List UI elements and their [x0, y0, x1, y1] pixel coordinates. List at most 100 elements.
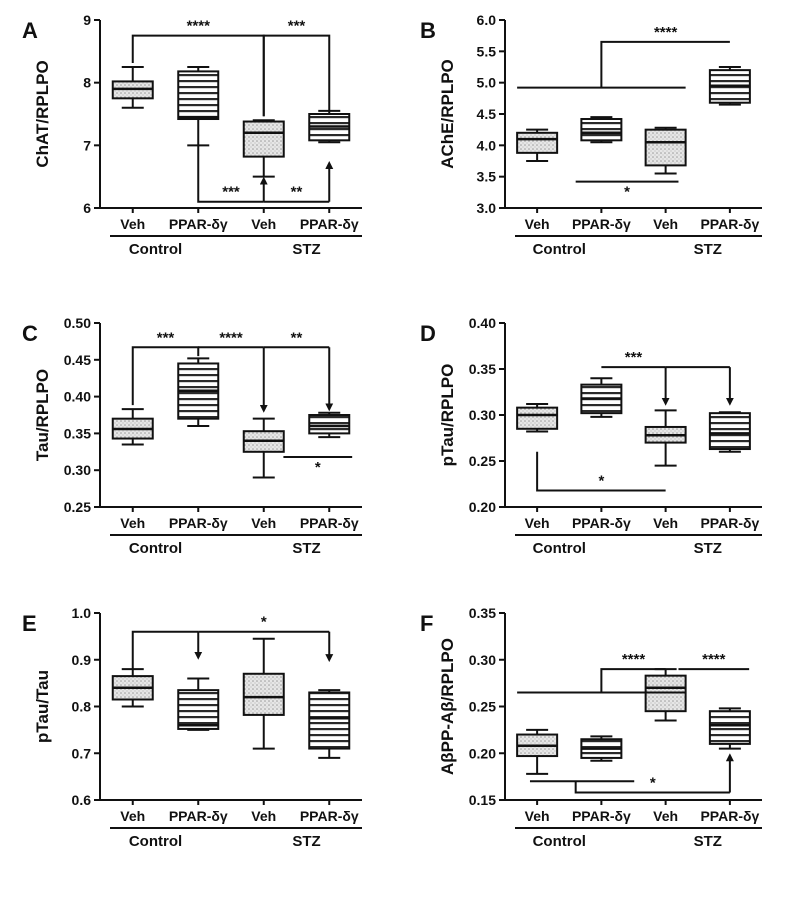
box-body [177, 689, 220, 730]
box-1 [177, 357, 220, 428]
significance-label: ** [291, 184, 303, 201]
significance-label: *** [157, 329, 175, 346]
panel-letter: A [22, 18, 38, 43]
category-label: Veh [525, 216, 550, 232]
group-label: Control [129, 241, 182, 258]
bracket [262, 34, 331, 117]
box-2 [644, 409, 687, 467]
category-label: Veh [251, 216, 276, 232]
y-tick-label: 8 [83, 75, 91, 91]
box-1 [177, 677, 220, 731]
box-2 [242, 119, 285, 178]
significance-1: * [198, 614, 334, 663]
box-1 [580, 116, 623, 144]
y-tick-label: 0.15 [469, 792, 496, 808]
bracket [574, 781, 730, 794]
box-body [516, 131, 559, 154]
group-label: Control [533, 540, 586, 557]
category-label: Veh [653, 808, 678, 824]
box-body [242, 672, 285, 716]
box-1 [177, 66, 220, 147]
box-0 [516, 402, 559, 433]
significance-1 [665, 366, 734, 406]
y-tick-label: 0.35 [64, 425, 91, 441]
significance-1: **** [600, 651, 666, 693]
group-label: Control [533, 833, 586, 850]
box-0 [516, 728, 559, 775]
box-2 [242, 417, 285, 479]
y-tick-label: 5.0 [477, 75, 497, 91]
box-3 [308, 689, 351, 759]
y-tick-label: 6 [83, 200, 91, 216]
significance-label: ** [291, 329, 303, 346]
panel-letter: E [22, 611, 37, 636]
box-1 [580, 735, 623, 762]
bracket [131, 346, 200, 406]
y-tick-label: 4.0 [477, 137, 497, 153]
group-label: STZ [292, 540, 320, 557]
y-tick-label: 5.5 [477, 43, 497, 59]
category-label: Veh [653, 216, 678, 232]
y-tick-label: 6.0 [477, 12, 497, 28]
y-axis-label: pTau/RPLPO [438, 364, 457, 467]
y-tick-label: 0.30 [64, 462, 91, 478]
box-3 [708, 411, 751, 453]
box-2 [644, 126, 687, 175]
y-tick-label: 0.9 [72, 652, 92, 668]
significance-label: **** [622, 651, 646, 668]
category-label: Veh [120, 515, 145, 531]
box-body [177, 70, 220, 121]
significance-1: **** [600, 24, 730, 88]
significance-label: *** [288, 18, 306, 35]
group-label: Control [533, 241, 586, 258]
significance-0: *** [131, 329, 200, 406]
significance-label: **** [702, 651, 726, 668]
significance-3: * [283, 455, 353, 476]
y-tick-label: 0.45 [64, 352, 91, 368]
box-3 [708, 707, 751, 750]
y-axis-label: AChE/RPLPO [438, 59, 457, 169]
bracket [600, 40, 730, 88]
significance-label: **** [187, 18, 211, 35]
y-tick-label: 7 [83, 137, 91, 153]
box-body [308, 691, 351, 750]
panel-letter: D [420, 321, 436, 346]
category-label: PPAR-δγ [572, 808, 631, 824]
box-body [516, 406, 559, 430]
y-tick-label: 4.5 [477, 106, 497, 122]
box-3 [308, 411, 351, 439]
box-3 [708, 66, 751, 106]
significance-2: * [575, 180, 679, 201]
y-tick-label: 0.20 [469, 745, 496, 761]
significance-3: ** [263, 161, 334, 203]
category-label: PPAR-δγ [169, 515, 228, 531]
panel-f: F AβPP-Aβ/RPLPO 0.15 0.20 0.25 0.30 0.35 Veh PPA… [420, 605, 762, 850]
box-0 [516, 128, 559, 162]
y-tick-label: 3.5 [477, 169, 497, 185]
significance-label: * [598, 472, 604, 489]
box-2 [242, 637, 285, 750]
box-body [308, 414, 351, 435]
panel-a: A ChAT/RPLPO 6 7 8 9 Veh PPAR-δγ Veh PPAR-δγ Contr… [22, 12, 362, 258]
y-tick-label: 0.40 [469, 315, 496, 331]
panel-letter: F [420, 611, 433, 636]
y-axis-label: Tau/RPLPO [33, 369, 52, 461]
category-label: PPAR-δγ [572, 216, 631, 232]
y-tick-label: 0.40 [64, 389, 91, 405]
y-tick-label: 0.35 [469, 361, 496, 377]
group-label: Control [129, 540, 182, 557]
bracket [197, 145, 264, 203]
category-label: Veh [120, 808, 145, 824]
category-label: PPAR-δγ [169, 216, 228, 232]
y-tick-label: 0.25 [469, 699, 496, 715]
group-label: STZ [292, 241, 320, 258]
y-tick-label: 0.20 [469, 499, 496, 515]
significance-label: *** [625, 349, 643, 366]
panel-letter: B [420, 18, 436, 43]
y-tick-label: 0.25 [64, 499, 91, 515]
significance-1: *** [262, 18, 331, 117]
category-label: PPAR-δγ [700, 216, 759, 232]
box-body [242, 120, 285, 158]
